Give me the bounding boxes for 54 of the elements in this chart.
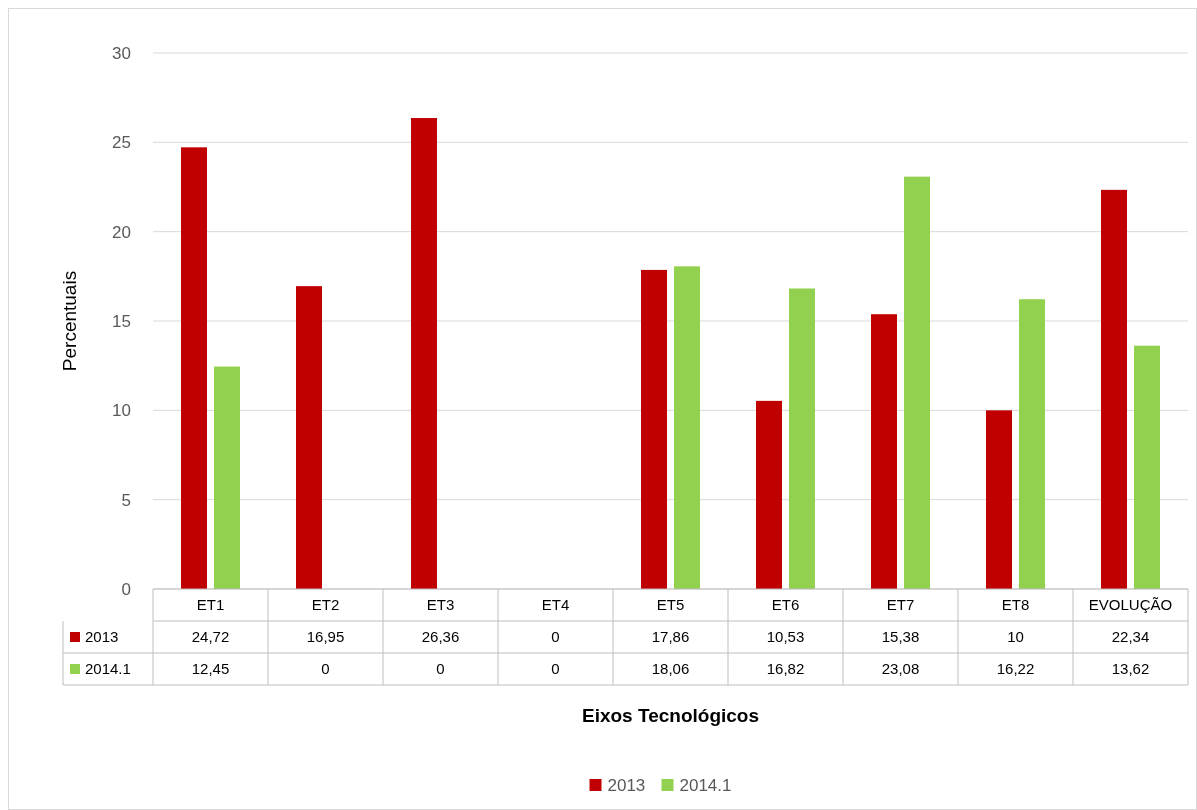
data-label: 16,82 (766, 660, 805, 678)
data-label: 18,06 (651, 660, 690, 678)
text: 2013 (607, 775, 646, 795)
bar (904, 176, 930, 589)
x-tick-label: ET7 (886, 596, 915, 614)
y-tick-label: 5 (121, 490, 131, 510)
bar (1101, 189, 1127, 589)
data-label: 22,34 (1111, 628, 1150, 646)
x-tick-label: ET8 (1001, 596, 1030, 614)
y-axis-title: Percentuais (59, 270, 80, 372)
data-label: 15,38 (881, 628, 920, 646)
data-label: 12,45 (191, 660, 230, 678)
bar (1134, 345, 1160, 589)
legend-label: 2013 (85, 628, 119, 646)
x-tick-label: EVOLUÇÃO (1088, 596, 1173, 614)
bar (871, 314, 897, 589)
x-axis-title: Eixos Tecnológicos (581, 705, 760, 726)
data-label: 17,86 (651, 628, 690, 646)
x-tick-label: ET3 (426, 596, 455, 614)
data-label: 10,53 (766, 628, 805, 646)
text: 2014.1 (679, 775, 732, 795)
x-tick-label: ET1 (196, 596, 225, 614)
x-tick-label: ET2 (311, 596, 340, 614)
y-tick-label: 30 (112, 43, 131, 63)
data-label: 24,72 (191, 628, 230, 646)
data-label: 0 (551, 660, 560, 678)
bar (214, 366, 240, 589)
bar (789, 288, 815, 589)
data-label: 0 (551, 628, 560, 646)
data-label: 26,36 (421, 628, 460, 646)
bar (986, 410, 1012, 589)
data-label: 0 (436, 660, 445, 678)
y-tick-label: 20 (112, 222, 131, 242)
bar (674, 266, 700, 589)
data-label: 13,62 (1111, 660, 1150, 678)
bar (1019, 299, 1045, 589)
y-tick-label: 15 (112, 311, 131, 331)
y-tick-label: 25 (112, 133, 131, 153)
y-tick-label: 0 (121, 579, 131, 599)
data-label: 0 (321, 660, 330, 678)
data-label: 23,08 (881, 660, 920, 678)
bar (411, 118, 437, 589)
x-tick-label: ET6 (771, 596, 800, 614)
bar (296, 286, 322, 589)
x-tick-label: ET5 (656, 596, 685, 614)
bar (756, 400, 782, 589)
data-label: 10 (1007, 628, 1024, 646)
data-label: 16,95 (306, 628, 345, 646)
legend-label: 2014.1 (85, 660, 131, 678)
bar (641, 269, 667, 589)
y-tick-label: 10 (112, 401, 131, 421)
x-tick-label: ET4 (541, 596, 570, 614)
data-label: 16,22 (996, 660, 1035, 678)
bar (181, 147, 207, 589)
